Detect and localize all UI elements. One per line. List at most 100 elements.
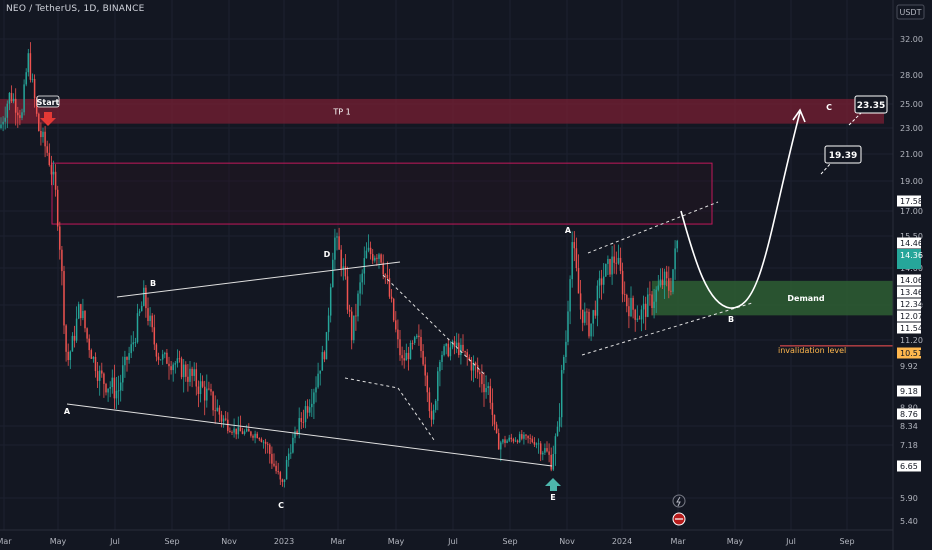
candle <box>109 381 111 398</box>
wave-label: Start <box>37 98 60 107</box>
candle-body <box>386 274 389 279</box>
candle <box>556 421 559 437</box>
candle <box>605 263 607 277</box>
candle <box>453 336 456 355</box>
wave-label: C <box>826 103 832 112</box>
candle-body <box>214 410 216 412</box>
tp-zone <box>0 98 884 124</box>
candle-body <box>189 368 191 382</box>
candle-body <box>546 448 548 452</box>
candle <box>535 442 538 449</box>
candle <box>275 460 277 474</box>
candle <box>77 301 80 320</box>
candle <box>2 116 4 132</box>
candle-body <box>300 418 303 422</box>
candle-body <box>609 259 611 275</box>
candle-body <box>642 303 645 310</box>
candle <box>395 311 397 333</box>
candle <box>443 344 445 357</box>
candle-body <box>369 247 372 255</box>
candle <box>674 240 676 280</box>
candle <box>8 92 11 111</box>
candle <box>327 307 330 341</box>
candle-body <box>281 479 284 482</box>
candle-body <box>632 297 634 310</box>
candle <box>157 352 160 365</box>
candle <box>27 48 30 77</box>
price-tag-label: 11.54 <box>900 324 923 333</box>
candle <box>317 362 319 389</box>
candle-body <box>558 417 561 427</box>
wave-label: B <box>150 279 156 288</box>
candle <box>6 100 9 129</box>
candle-body <box>403 358 405 361</box>
candle <box>491 388 494 427</box>
candle <box>649 281 651 306</box>
candle <box>434 399 437 413</box>
candle <box>432 404 435 425</box>
candle-body <box>119 382 122 391</box>
candle-body <box>525 434 527 436</box>
candle <box>189 361 191 387</box>
price-tag-box <box>897 249 921 269</box>
candle-body <box>426 375 429 393</box>
candle <box>628 297 630 329</box>
x-tick-label: Jul <box>447 537 458 546</box>
candle-body <box>44 131 46 147</box>
candle <box>439 359 441 387</box>
candle <box>405 343 408 361</box>
candle <box>92 356 95 363</box>
candle-body <box>113 377 116 399</box>
candle <box>592 309 594 337</box>
candle <box>563 354 565 374</box>
candle-body <box>584 311 586 323</box>
x-tick-label: Nov <box>221 537 237 546</box>
candle-body <box>542 452 544 455</box>
y-tick-label: 25.00 <box>900 100 923 109</box>
candle-body <box>279 472 282 480</box>
candle-body <box>548 451 550 455</box>
candle-body <box>80 304 82 319</box>
x-tick-label: Mar <box>670 537 686 546</box>
candle-body <box>365 250 368 259</box>
candle <box>336 232 338 251</box>
candle <box>107 388 109 402</box>
candle <box>29 42 32 83</box>
candle-body <box>4 117 6 122</box>
candle-body <box>483 384 485 393</box>
candle <box>367 234 370 253</box>
candle <box>86 327 88 343</box>
currency-badge: USDT <box>896 4 925 20</box>
candle <box>353 315 355 344</box>
time-axis-background <box>0 530 932 550</box>
candle <box>96 361 99 389</box>
candle <box>638 315 641 320</box>
candle-body <box>10 92 13 102</box>
candle <box>659 268 662 288</box>
candle <box>392 297 395 323</box>
candle-body <box>224 418 227 420</box>
trendline-lower <box>66 403 553 467</box>
candle <box>90 348 93 359</box>
candle-body <box>42 131 44 138</box>
candle <box>378 252 380 269</box>
candle-body <box>197 386 200 395</box>
candle-body <box>596 285 599 316</box>
price-tag: 11.54 <box>897 322 923 334</box>
candle-body <box>651 294 653 308</box>
candle-body <box>569 279 571 312</box>
candle-body <box>674 248 676 270</box>
x-tick-label: Mar <box>0 537 12 546</box>
candle-body <box>140 305 143 312</box>
lightning-icon-circle <box>672 494 686 508</box>
candle-body <box>27 53 30 73</box>
candle <box>262 440 265 449</box>
candle-body <box>54 171 57 190</box>
candle <box>138 308 141 317</box>
candle-body <box>187 376 189 382</box>
candle-body <box>676 240 678 249</box>
candle <box>88 334 90 358</box>
candle <box>514 437 517 443</box>
